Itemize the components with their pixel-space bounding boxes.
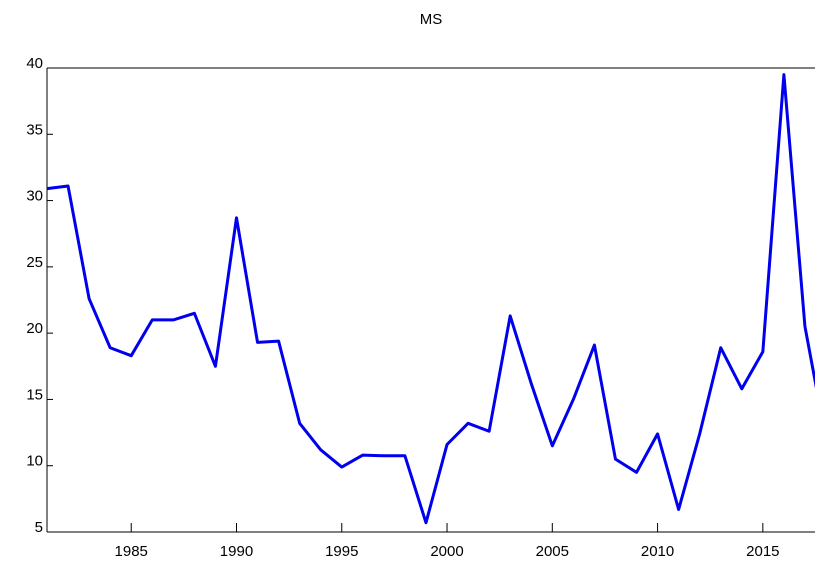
x-tick-label: 2015 (746, 543, 779, 560)
y-tick-label: 20 (26, 320, 43, 337)
y-tick-label: 25 (26, 254, 43, 271)
x-tick-label: 1985 (115, 543, 148, 560)
chart-title: MS (420, 11, 443, 28)
y-tick-label: 35 (26, 121, 43, 138)
y-tick-label: 30 (26, 188, 43, 205)
y-tick-label: 15 (26, 386, 43, 403)
y-tick-label: 10 (26, 453, 43, 470)
x-tick-label: 1995 (325, 543, 358, 560)
y-tick-label: 40 (26, 55, 43, 72)
x-tick-label: 2005 (536, 543, 569, 560)
x-tick-label: 1990 (220, 543, 253, 560)
y-tick-label: 5 (35, 519, 43, 536)
line-series (46, 73, 815, 525)
x-tick-label: 2000 (430, 543, 463, 560)
x-tick-label: 2010 (641, 543, 674, 560)
